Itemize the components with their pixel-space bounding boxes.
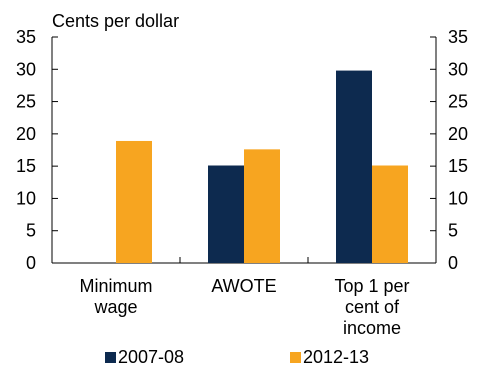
- legend: 2007-08 2012-13: [105, 347, 369, 367]
- category-label: income: [343, 318, 401, 338]
- legend-swatch-2012-13: [290, 352, 301, 363]
- left-tick-label: 25: [16, 92, 36, 112]
- left-tick-label: 15: [16, 156, 36, 176]
- category-label: Minimum: [79, 276, 152, 296]
- left-tick-label: 30: [16, 59, 36, 79]
- bar-2012-13: [116, 140, 152, 263]
- right-tick-label: 20: [448, 124, 468, 144]
- left-tick-label: 10: [16, 188, 36, 208]
- legend-swatch-2007-08: [105, 352, 116, 363]
- legend-label-2007-08: 2007-08: [118, 347, 184, 367]
- bar-2007-08: [336, 70, 372, 263]
- right-tick-label: 35: [448, 27, 468, 47]
- bar-2012-13: [244, 149, 280, 263]
- right-tick-label: 5: [448, 221, 458, 241]
- category-label: cent of: [345, 297, 400, 317]
- right-tick-label: 25: [448, 92, 468, 112]
- left-tick-label: 20: [16, 124, 36, 144]
- left-tick-label: 0: [26, 253, 36, 273]
- category-label: wage: [93, 297, 137, 317]
- left-tick-label: 5: [26, 221, 36, 241]
- right-tick-label: 15: [448, 156, 468, 176]
- right-tick-label: 10: [448, 188, 468, 208]
- legend-label-2012-13: 2012-13: [303, 347, 369, 367]
- axes: 0 0 5 5 10 10 15 15 20 20 25 25 30 30 35 35: [16, 27, 468, 273]
- bar-2007-08: [208, 165, 244, 263]
- left-tick-label: 35: [16, 27, 36, 47]
- category-label: AWOTE: [211, 276, 276, 296]
- y-axis-unit-label: Cents per dollar: [52, 11, 179, 31]
- right-tick-label: 30: [448, 59, 468, 79]
- bar-2012-13: [372, 165, 408, 263]
- bars: [116, 70, 408, 263]
- right-tick-label: 0: [448, 253, 458, 273]
- category-label: Top 1 per: [334, 276, 409, 296]
